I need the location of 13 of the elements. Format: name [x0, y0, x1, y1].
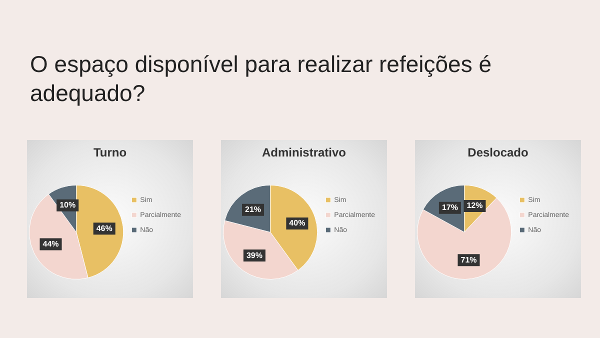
text: O espaço disponível para realizar refeições é adequado? [30, 51, 492, 106]
data-label: 44% [42, 239, 59, 248]
chart-title: Turno [93, 146, 127, 160]
data-label: 39% [246, 250, 262, 260]
data-label: 40% [289, 218, 306, 228]
data-label: 71% [460, 255, 477, 264]
chart-title: Deslocado [468, 146, 528, 160]
data-label: 21% [245, 205, 262, 214]
data-label: 10% [60, 200, 76, 210]
data-label: 17% [442, 203, 458, 212]
data-label: 12% [466, 201, 483, 210]
data-label: 46% [96, 224, 112, 233]
chart-title: Administrativo [262, 146, 346, 160]
